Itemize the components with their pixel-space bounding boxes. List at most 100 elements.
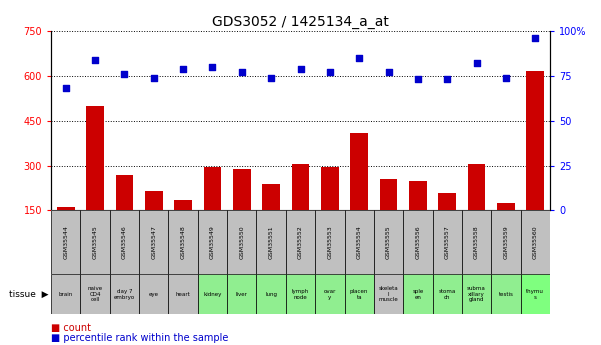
Point bbox=[149, 75, 159, 80]
Text: GSM35559: GSM35559 bbox=[504, 226, 508, 259]
Text: GSM35555: GSM35555 bbox=[386, 226, 391, 259]
Text: GSM35550: GSM35550 bbox=[239, 226, 245, 259]
Bar bbox=[520, 274, 550, 314]
Bar bbox=[263, 184, 280, 255]
Text: skeleta
l
muscle: skeleta l muscle bbox=[379, 286, 398, 303]
Bar bbox=[145, 191, 163, 255]
Point bbox=[120, 71, 129, 77]
Bar bbox=[227, 274, 257, 314]
Bar bbox=[51, 274, 81, 314]
Bar bbox=[257, 210, 286, 274]
Text: GSM35558: GSM35558 bbox=[474, 226, 479, 259]
Bar bbox=[344, 210, 374, 274]
Point bbox=[296, 66, 305, 71]
Bar bbox=[462, 274, 491, 314]
Text: GSM35560: GSM35560 bbox=[532, 226, 538, 259]
Text: GSM35554: GSM35554 bbox=[356, 226, 362, 259]
Text: GSM35546: GSM35546 bbox=[122, 226, 127, 259]
Bar bbox=[438, 193, 456, 255]
Text: eye: eye bbox=[149, 292, 159, 297]
Bar bbox=[433, 274, 462, 314]
Point bbox=[442, 77, 452, 82]
Text: lung: lung bbox=[265, 292, 277, 297]
Text: GSM35544: GSM35544 bbox=[63, 225, 69, 259]
Text: heart: heart bbox=[175, 292, 191, 297]
Bar bbox=[110, 210, 139, 274]
Bar bbox=[257, 274, 286, 314]
Text: liver: liver bbox=[236, 292, 248, 297]
Text: placen
ta: placen ta bbox=[350, 289, 368, 299]
Bar bbox=[87, 106, 104, 255]
Bar bbox=[403, 274, 433, 314]
Text: naive
CD4
cell: naive CD4 cell bbox=[88, 286, 103, 303]
Point bbox=[383, 70, 393, 75]
Text: GSM35552: GSM35552 bbox=[298, 226, 303, 259]
Bar bbox=[374, 274, 403, 314]
Text: stoma
ch: stoma ch bbox=[439, 289, 456, 299]
Bar bbox=[526, 71, 544, 255]
Bar bbox=[491, 210, 520, 274]
Bar bbox=[468, 164, 486, 255]
Text: ■ count: ■ count bbox=[51, 323, 91, 333]
Text: GSM35557: GSM35557 bbox=[445, 226, 450, 259]
Bar bbox=[233, 169, 251, 255]
Bar bbox=[380, 179, 397, 255]
Bar bbox=[57, 207, 75, 255]
Bar bbox=[409, 180, 427, 255]
Text: GSM35549: GSM35549 bbox=[210, 225, 215, 259]
Bar bbox=[198, 210, 227, 274]
Bar bbox=[81, 274, 110, 314]
Point bbox=[237, 70, 246, 75]
Bar bbox=[491, 274, 520, 314]
Text: GSM35551: GSM35551 bbox=[269, 226, 273, 259]
Bar bbox=[115, 175, 133, 255]
Bar bbox=[139, 210, 168, 274]
Text: tissue  ▶: tissue ▶ bbox=[8, 289, 48, 299]
Point bbox=[501, 75, 511, 80]
Bar bbox=[403, 210, 433, 274]
Text: GSM35545: GSM35545 bbox=[93, 226, 97, 259]
Text: sple
en: sple en bbox=[412, 289, 424, 299]
Bar bbox=[168, 210, 198, 274]
Point bbox=[208, 64, 218, 70]
Text: thymu
s: thymu s bbox=[526, 289, 544, 299]
Bar bbox=[204, 167, 221, 255]
Point bbox=[178, 66, 188, 71]
Point bbox=[90, 57, 100, 62]
Bar bbox=[139, 274, 168, 314]
Bar bbox=[286, 210, 315, 274]
Text: GSM35556: GSM35556 bbox=[415, 226, 420, 259]
Text: kidney: kidney bbox=[203, 292, 222, 297]
Bar bbox=[315, 274, 344, 314]
Point bbox=[413, 77, 423, 82]
Bar bbox=[51, 210, 81, 274]
Bar bbox=[110, 274, 139, 314]
Bar bbox=[321, 167, 338, 255]
Point bbox=[266, 75, 276, 80]
Text: lymph
node: lymph node bbox=[292, 289, 309, 299]
Text: day 7
embryо: day 7 embryо bbox=[114, 289, 135, 299]
Bar bbox=[81, 210, 110, 274]
Text: GSM35547: GSM35547 bbox=[151, 225, 156, 259]
Point bbox=[472, 61, 481, 66]
Bar bbox=[198, 274, 227, 314]
Bar bbox=[227, 210, 257, 274]
Bar bbox=[350, 133, 368, 255]
Bar bbox=[174, 200, 192, 255]
Bar bbox=[520, 210, 550, 274]
Bar bbox=[374, 210, 403, 274]
Bar bbox=[168, 274, 198, 314]
Text: testis: testis bbox=[498, 292, 513, 297]
Title: GDS3052 / 1425134_a_at: GDS3052 / 1425134_a_at bbox=[212, 14, 389, 29]
Bar bbox=[286, 274, 315, 314]
Bar bbox=[462, 210, 491, 274]
Text: ■ percentile rank within the sample: ■ percentile rank within the sample bbox=[51, 333, 228, 343]
Point bbox=[355, 55, 364, 61]
Bar bbox=[433, 210, 462, 274]
Bar bbox=[497, 203, 514, 255]
Text: ovar
y: ovar y bbox=[324, 289, 336, 299]
Point bbox=[61, 86, 70, 91]
Bar bbox=[344, 274, 374, 314]
Point bbox=[531, 36, 540, 41]
Bar bbox=[315, 210, 344, 274]
